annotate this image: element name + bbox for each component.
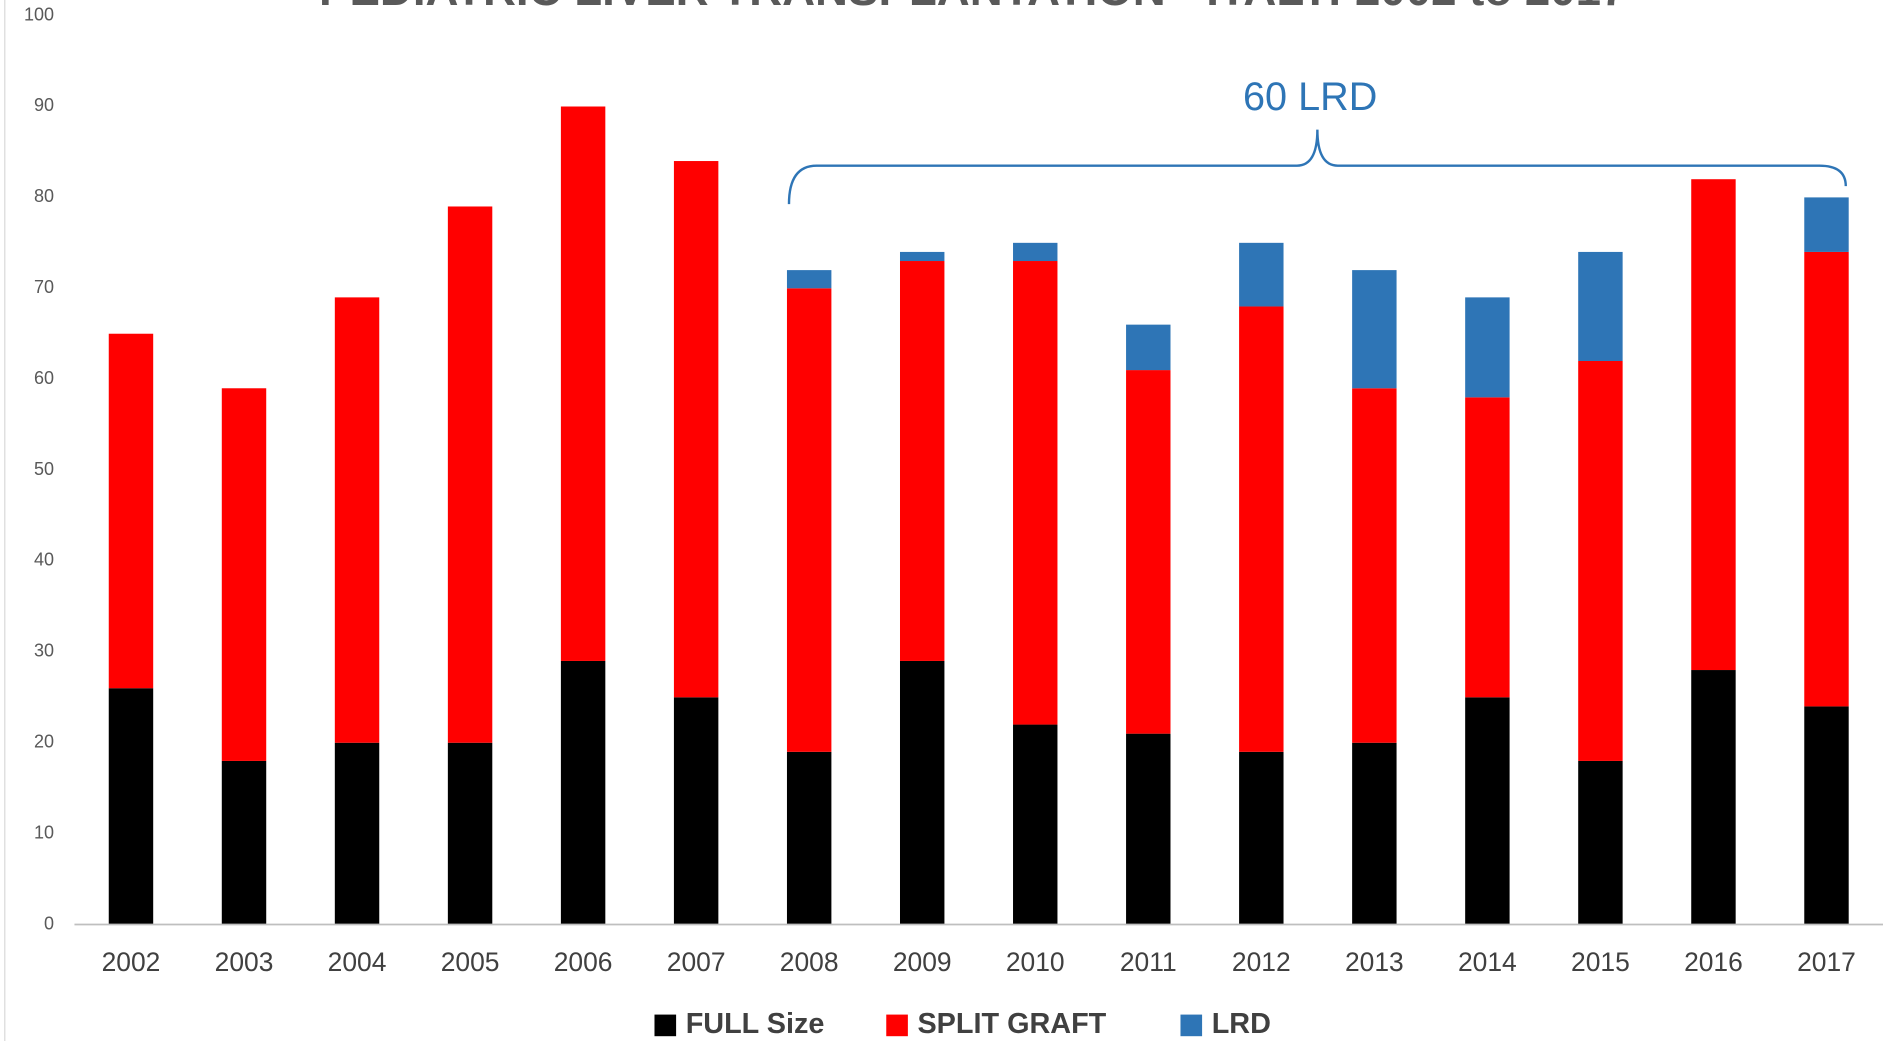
x-tick-label: 2007 [667,947,726,977]
bar-segment [673,161,719,698]
x-tick-label: 2010 [1006,947,1065,977]
y-tick-label: 30 [34,641,54,661]
y-tick-label: 20 [34,731,54,751]
bar-segment [221,760,267,925]
legend-swatch [886,1014,908,1037]
bar-segment [334,742,380,925]
bar-segment [447,206,493,743]
bar-segment [899,251,945,262]
legend-swatch [1180,1014,1203,1037]
bar-segment [1239,242,1284,307]
x-tick-label: 2002 [102,947,161,977]
bar-segment [447,742,493,925]
x-tick-label: 2017 [1797,947,1856,977]
bar-segment [1465,397,1510,698]
bar-segment [108,688,154,925]
bar-segment [1465,297,1510,398]
x-tick-label: 2016 [1684,947,1743,977]
bar-segment [1013,261,1058,725]
x-tick-label: 2014 [1458,947,1517,977]
x-tick-label: 2003 [215,947,274,977]
x-tick-label: 2005 [441,947,500,977]
bar-segment [1578,760,1623,925]
bar-segment [1352,742,1397,925]
bar-segment [1126,733,1171,925]
y-tick-label: 40 [34,550,54,570]
y-tick-label: 90 [34,95,54,115]
bar-segment [1804,251,1849,707]
bar-segment [786,751,832,925]
y-tick-label: 50 [34,459,54,479]
bar-segment [334,297,380,743]
legend-label: FULL Size [686,1008,825,1040]
x-tick-label: 2009 [893,947,952,977]
y-tick-label: 70 [34,277,54,297]
bar-segment [1239,751,1284,925]
y-tick-label: 100 [24,4,54,24]
y-tick-label: 0 [44,913,54,933]
bar-segment [899,261,945,661]
bar-segment [1578,361,1623,761]
bar-segment [1352,270,1397,389]
x-tick-label: 2013 [1345,947,1404,977]
bar-segment [1804,197,1849,252]
x-tick-label: 2015 [1571,947,1630,977]
bar-segment [1578,251,1623,362]
bar-segment [221,388,267,761]
chart-title: PEDIATRIC LIVER TRANSPLANTATION - ITALY:… [319,0,1626,15]
x-tick-label: 2012 [1232,947,1291,977]
bar-segment [560,106,606,661]
bar-segment [1013,242,1058,262]
y-tick-label: 80 [34,186,54,206]
bar-segment [1239,306,1284,752]
bar-segment [1013,724,1058,925]
x-tick-label: 2004 [328,947,387,977]
bar-segment [1804,706,1849,925]
bar-segment [560,660,606,925]
bar-segment [1691,179,1736,671]
legend-swatch [654,1014,677,1037]
y-tick-label: 60 [34,368,54,388]
bar-segment [1126,324,1171,371]
x-tick-label: 2011 [1120,947,1177,977]
bar-segment [1465,697,1510,925]
legend-label: LRD [1212,1008,1271,1040]
y-tick-label: 10 [34,822,54,842]
x-tick-label: 2006 [554,947,613,977]
brace [787,129,1847,205]
bar-segment [1126,370,1171,734]
annotation: 60 LRD [1243,75,1377,119]
bar-segment [899,660,945,925]
bar-segment [1352,388,1397,743]
x-tick-label: 2008 [780,947,839,977]
bar-segment [673,697,719,925]
bar-segment [1691,670,1736,925]
bar-segment [786,270,832,289]
bar-segment [108,333,154,689]
bar-segment [786,288,832,752]
legend-label: SPLIT GRAFT [917,1008,1106,1040]
